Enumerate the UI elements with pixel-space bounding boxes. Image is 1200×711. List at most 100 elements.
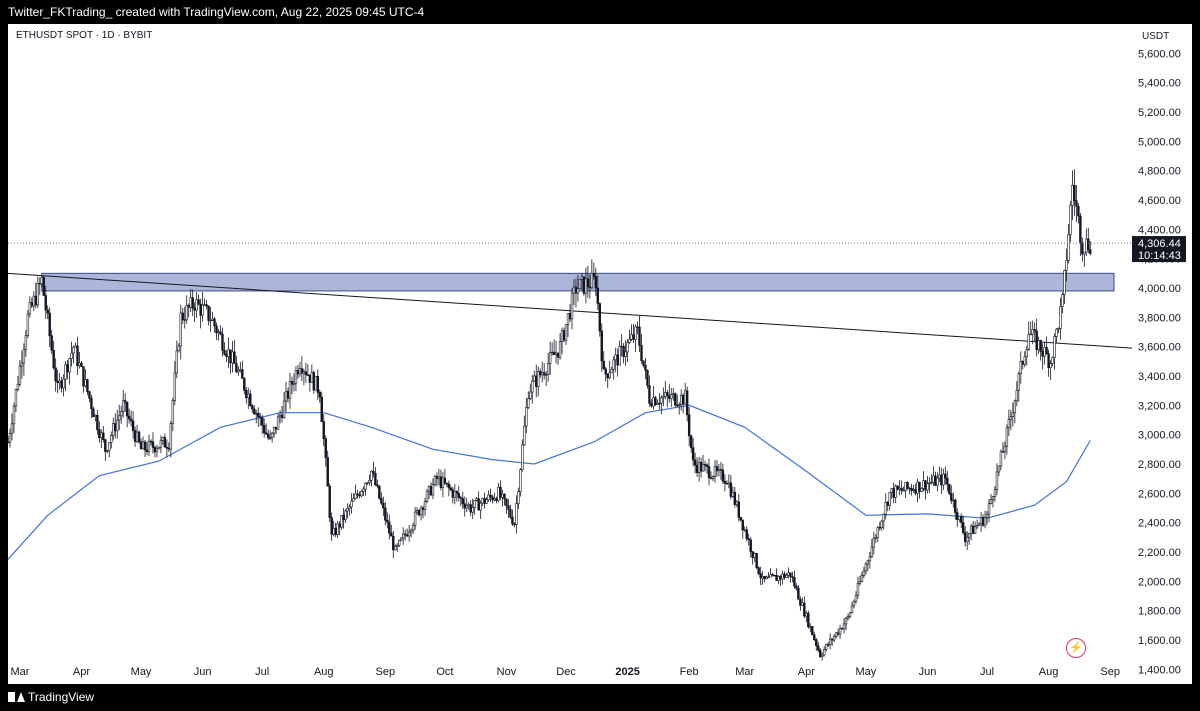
candle-body [324,438,327,458]
alert-icon[interactable]: ⚡ [1066,638,1086,658]
candle-body [721,469,725,482]
candle-body [1001,451,1005,453]
candle-body [695,464,699,473]
candle-body [141,441,145,450]
candle-body [864,563,868,572]
candle-body [826,644,830,646]
candle-body [233,351,236,364]
candle-body [858,581,862,584]
tradingview-logo[interactable]: TradingView [8,690,94,704]
price-axis[interactable] [1132,24,1192,684]
candle-body [1035,330,1038,350]
candle-body [749,539,752,552]
candle-body [604,368,607,375]
candle-body [473,500,476,508]
candle-body [119,411,123,417]
candle-body [346,508,349,512]
y-tick-label: 3,400.00 [1138,371,1181,383]
candle-body [1057,328,1060,330]
candle-body [507,505,510,510]
candle-body [727,482,731,485]
candle-body [576,288,580,294]
candle-body [465,505,468,509]
candle-body [334,528,337,535]
candle-body [882,514,885,522]
candle-body [60,380,63,389]
candle-body [1087,238,1090,251]
candle-body [642,360,645,366]
candle-body [505,498,508,507]
candle-body [876,527,880,538]
candle-body [463,503,466,509]
candle-body [1009,416,1013,420]
candle-body [64,364,67,380]
currency-unit: USDT [1142,31,1170,42]
candle-body [715,466,719,472]
candle-body [137,431,141,443]
candle-body [177,345,180,352]
candle-body [854,594,858,602]
candle-body [773,574,776,577]
candle-body [652,397,655,407]
candle-body [529,391,532,399]
candle-body [767,576,770,579]
candle-body [1005,427,1009,447]
candle-body [245,389,248,399]
tradingview-icon [8,692,25,702]
candle-body [80,362,83,367]
chart-title: Twitter_FKTrading_ created with TradingV… [8,5,425,19]
candle-body [123,400,127,403]
plot-area[interactable] [8,24,1132,684]
candle-body [1053,336,1056,359]
candle-body [789,572,792,577]
candle-body [215,325,218,334]
candle-body [707,466,711,479]
candle-body [670,394,673,399]
candle-body [316,375,319,393]
candle-body [1075,200,1078,207]
y-tick-label: 2,200.00 [1138,547,1181,559]
candle-body [554,352,558,356]
candle-body [38,282,41,285]
candle-body [42,277,45,296]
x-tick-label: Mar [735,666,754,678]
candle-body [803,602,806,617]
candle-body [910,487,913,491]
candle-body [797,587,800,600]
candle-body [828,638,832,645]
candle-body [340,514,343,528]
candle-body [419,507,423,516]
candle-body [866,560,870,565]
candle-body [48,312,51,337]
candle-body [568,313,572,320]
candle-body [537,370,540,387]
candle-body [483,498,486,504]
candle-body [310,372,314,383]
candle-body [807,612,810,628]
candle-body [298,368,302,375]
candle-body [745,529,748,540]
candle-body [74,345,77,348]
candle-body [352,498,355,502]
candle-body [979,516,983,525]
symbol-label[interactable]: ETHUSDT SPOT · 1D · BYBIT [16,30,153,41]
candle-body [898,487,901,490]
candle-body [229,349,232,364]
candle-body [145,449,149,453]
candle-body [930,481,933,484]
candle-body [709,477,713,479]
candle-body [739,516,742,521]
candle-body [997,465,1001,473]
candle-body [660,397,663,404]
candle-body [20,362,24,367]
candle-body [1059,306,1062,329]
candle-body [28,302,32,315]
candle-body [415,509,419,513]
candle-body [72,346,75,354]
candle-body [942,473,945,486]
candle-body [322,421,325,439]
candle-body [914,489,917,494]
candle-body [344,510,347,521]
candle-body [1037,340,1040,350]
candle-body [296,370,300,375]
